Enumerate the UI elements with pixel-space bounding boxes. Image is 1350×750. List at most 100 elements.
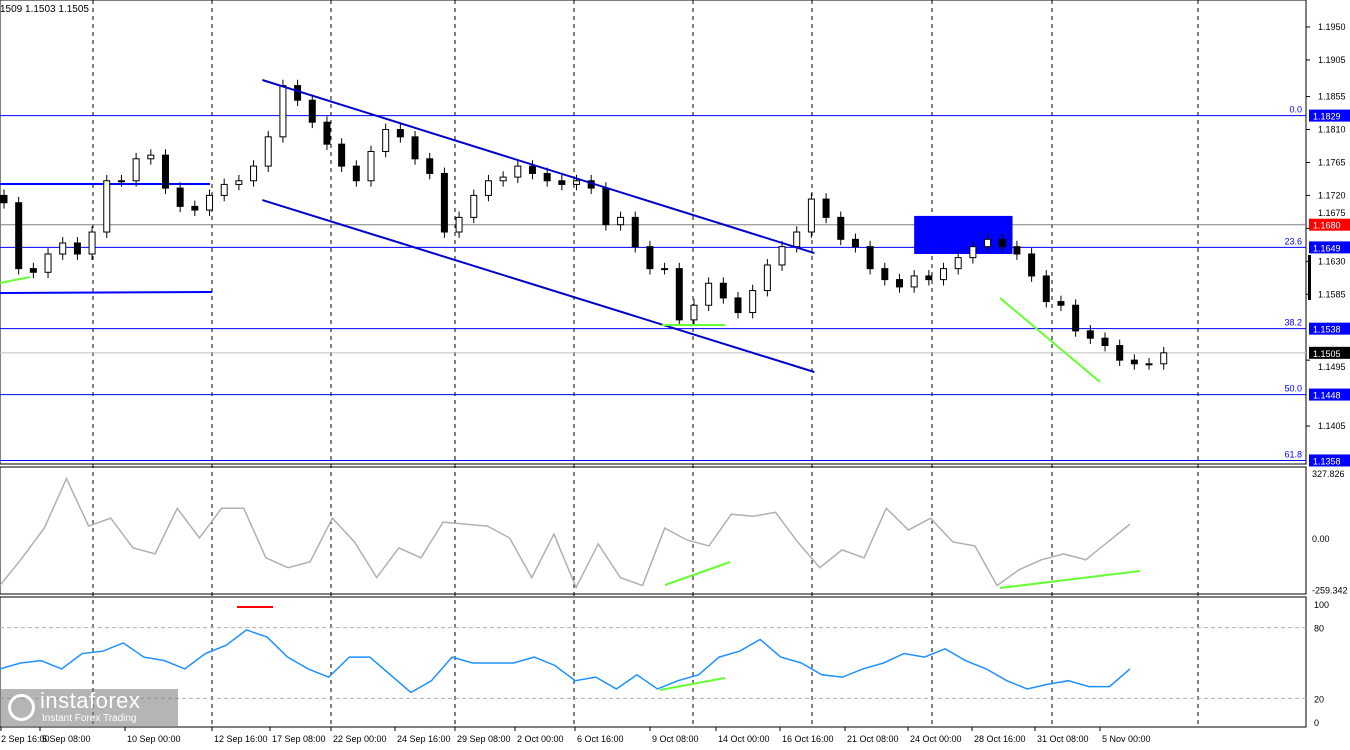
candle-body	[15, 202, 23, 270]
rsi-tick-label: 80	[1314, 624, 1324, 634]
last-bar-marker	[1308, 255, 1311, 300]
candle-body	[925, 275, 933, 281]
candle-body	[44, 253, 52, 273]
fib-level-label: 0.0	[1289, 105, 1302, 115]
candle-body	[602, 187, 610, 226]
candle-body	[382, 129, 390, 152]
price-tick-label: 1.1495	[1318, 362, 1346, 372]
candle-body	[308, 99, 316, 123]
time-tick-label: 24 Sep 16:00	[397, 734, 451, 744]
fib-level-label: 23.6	[1284, 236, 1302, 246]
candle-body	[367, 150, 375, 182]
candle-body	[1042, 275, 1050, 303]
time-tick-label: 9 Oct 08:00	[652, 734, 699, 744]
rsi-panel	[0, 596, 1307, 728]
candle-body	[440, 172, 448, 233]
fib-price-label: 1.1649	[1313, 243, 1341, 253]
price-tick-label: 1.1405	[1318, 421, 1346, 431]
time-tick-label: 10 Sep 00:00	[127, 734, 181, 744]
candle-body	[984, 238, 992, 248]
cci-tick-label: 327.826	[1312, 469, 1345, 479]
cci-panel	[0, 466, 1307, 595]
candle-body	[294, 85, 302, 101]
candle-body	[705, 282, 713, 306]
logo-icon	[8, 694, 35, 721]
resistance-zone	[914, 215, 1013, 254]
rsi-tick-label: 100	[1314, 600, 1329, 610]
candle-body	[617, 216, 625, 226]
price-tick-label: 1.1765	[1318, 157, 1346, 167]
candle-body	[822, 198, 830, 218]
time-tick-label: 12 Sep 16:00	[214, 734, 268, 744]
price-tick-label: 1.1905	[1318, 55, 1346, 65]
fib-price-label: 1.1829	[1313, 112, 1341, 122]
price-label-bg	[1309, 322, 1350, 335]
price-tick-label: 1.1630	[1318, 256, 1346, 266]
candle-body	[998, 238, 1006, 248]
candle-body	[147, 154, 155, 160]
time-tick-label: 2 Sep 16:00	[1, 734, 50, 744]
candle-body	[161, 154, 169, 189]
candle-body	[323, 121, 331, 145]
candle-body	[1145, 363, 1153, 366]
candle-body	[528, 165, 536, 174]
time-tick-label: 5 Sep 08:00	[42, 734, 91, 744]
rsi-tick-label: 20	[1314, 694, 1324, 704]
price-label-bg	[1309, 454, 1350, 467]
divergence-line	[0, 276, 31, 284]
candle-body	[543, 172, 551, 182]
candle-body	[1086, 330, 1094, 339]
fib-price-label: 1.1358	[1313, 456, 1341, 466]
cci-tick-label: -259.342	[1312, 585, 1348, 595]
candle-body	[910, 275, 918, 288]
time-tick-label: 6 Oct 16:00	[577, 734, 624, 744]
candle-body	[264, 136, 272, 167]
candle-body	[514, 165, 522, 178]
time-tick-label: 2 Oct 00:00	[517, 734, 564, 744]
candle-body	[1028, 253, 1036, 277]
candle-body	[29, 268, 37, 273]
candle-body	[1057, 301, 1065, 306]
candle-body	[103, 180, 111, 233]
candle-body	[1160, 352, 1168, 365]
price-tick-label: 1.1720	[1318, 190, 1346, 200]
candle-body	[573, 180, 581, 185]
fib-price-label: 1.1448	[1313, 391, 1341, 401]
price-label-bg	[1309, 109, 1350, 122]
candle-body	[1013, 246, 1021, 255]
time-tick-label: 24 Oct 00:00	[910, 734, 962, 744]
candle-body	[0, 194, 8, 204]
time-tick-label: 16 Oct 16:00	[782, 734, 834, 744]
fib-level-label: 61.8	[1284, 449, 1302, 459]
price-label-bg	[1309, 346, 1350, 359]
candle-body	[895, 279, 903, 288]
rsi-line	[0, 629, 1131, 694]
time-tick-label: 5 Nov 00:00	[1102, 734, 1151, 744]
price-tick-label: 1.1950	[1318, 22, 1346, 32]
divergence-line	[999, 297, 1101, 383]
candle-body	[881, 268, 889, 281]
price-label-bg	[1309, 388, 1350, 401]
marked-price-label: 1.1680	[1313, 221, 1341, 231]
candle-body	[558, 180, 566, 185]
candle-body	[220, 183, 228, 196]
candle-body	[940, 268, 948, 281]
candle-body	[352, 165, 360, 182]
candle-body	[455, 216, 463, 233]
channel-lower-line	[262, 199, 815, 373]
divergence-line	[999, 570, 1141, 589]
cci-tick-label: 0.00	[1312, 534, 1330, 544]
price-label-bg	[1309, 218, 1350, 231]
cci-line	[0, 476, 1131, 590]
candle-body	[88, 231, 96, 255]
candle-body	[132, 158, 140, 182]
candle-body	[719, 282, 727, 299]
candle-body	[411, 136, 419, 160]
time-tick-label: 28 Oct 16:00	[974, 734, 1026, 744]
candle-body	[763, 264, 771, 292]
candle-body	[1116, 345, 1124, 361]
time-tick-label: 29 Sep 08:00	[457, 734, 511, 744]
fib-level-label: 50.0	[1284, 384, 1302, 394]
candle-body	[778, 246, 786, 266]
